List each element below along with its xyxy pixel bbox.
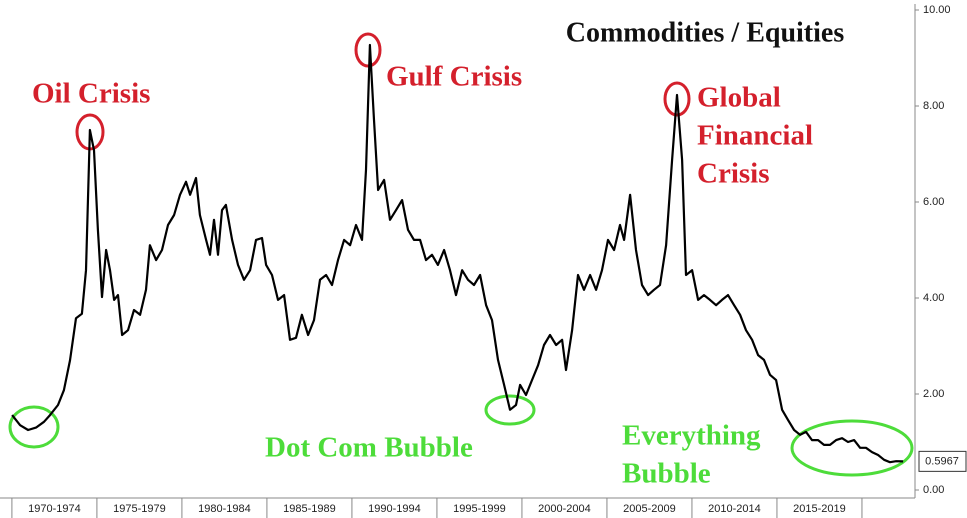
annotation: Financial: [697, 120, 813, 152]
last-value-label: 0.5967: [925, 455, 959, 467]
x-tick-label: 1975-1979: [113, 503, 166, 515]
y-tick-label: 0.00: [923, 484, 944, 496]
x-tick-label: 1970-1974: [28, 503, 81, 515]
x-tick-label: 2015-2019: [793, 503, 846, 515]
x-tick-label: 2000-2004: [538, 503, 591, 515]
annotation: Everything: [622, 420, 761, 452]
chart-title: Commodities / Equities: [566, 17, 845, 48]
circle: [354, 32, 382, 68]
y-tick-label: 10.00: [923, 4, 951, 16]
line: [11, 43, 904, 464]
x-tick-label: 1995-1999: [453, 503, 506, 515]
annotation: Global: [697, 82, 781, 114]
x-tick-label: 2005-2009: [623, 503, 676, 515]
annotation: Crisis: [697, 158, 770, 190]
annotation: Bubble: [622, 458, 711, 490]
circle: [790, 419, 914, 477]
y-tick-label: 6.00: [923, 196, 944, 208]
last-value-box: [918, 450, 967, 472]
annotation: Dot Com Bubble: [265, 432, 473, 464]
x-tick-label: 1990-1994: [368, 503, 421, 515]
y-tick-label: 2.00: [923, 388, 944, 400]
annotation: Gulf Crisis: [386, 61, 522, 93]
circle: [663, 81, 691, 117]
x-tick-label: 1985-1989: [283, 503, 336, 515]
y-tick-label: 4.00: [923, 292, 944, 304]
circle: [8, 405, 60, 449]
x-tick-label: 2010-2014: [708, 503, 761, 515]
x-tick-label: 1980-1984: [198, 503, 251, 515]
circle: [484, 394, 536, 426]
y-tick-label: 8.00: [923, 100, 944, 112]
annotation: Oil Crisis: [32, 78, 150, 110]
